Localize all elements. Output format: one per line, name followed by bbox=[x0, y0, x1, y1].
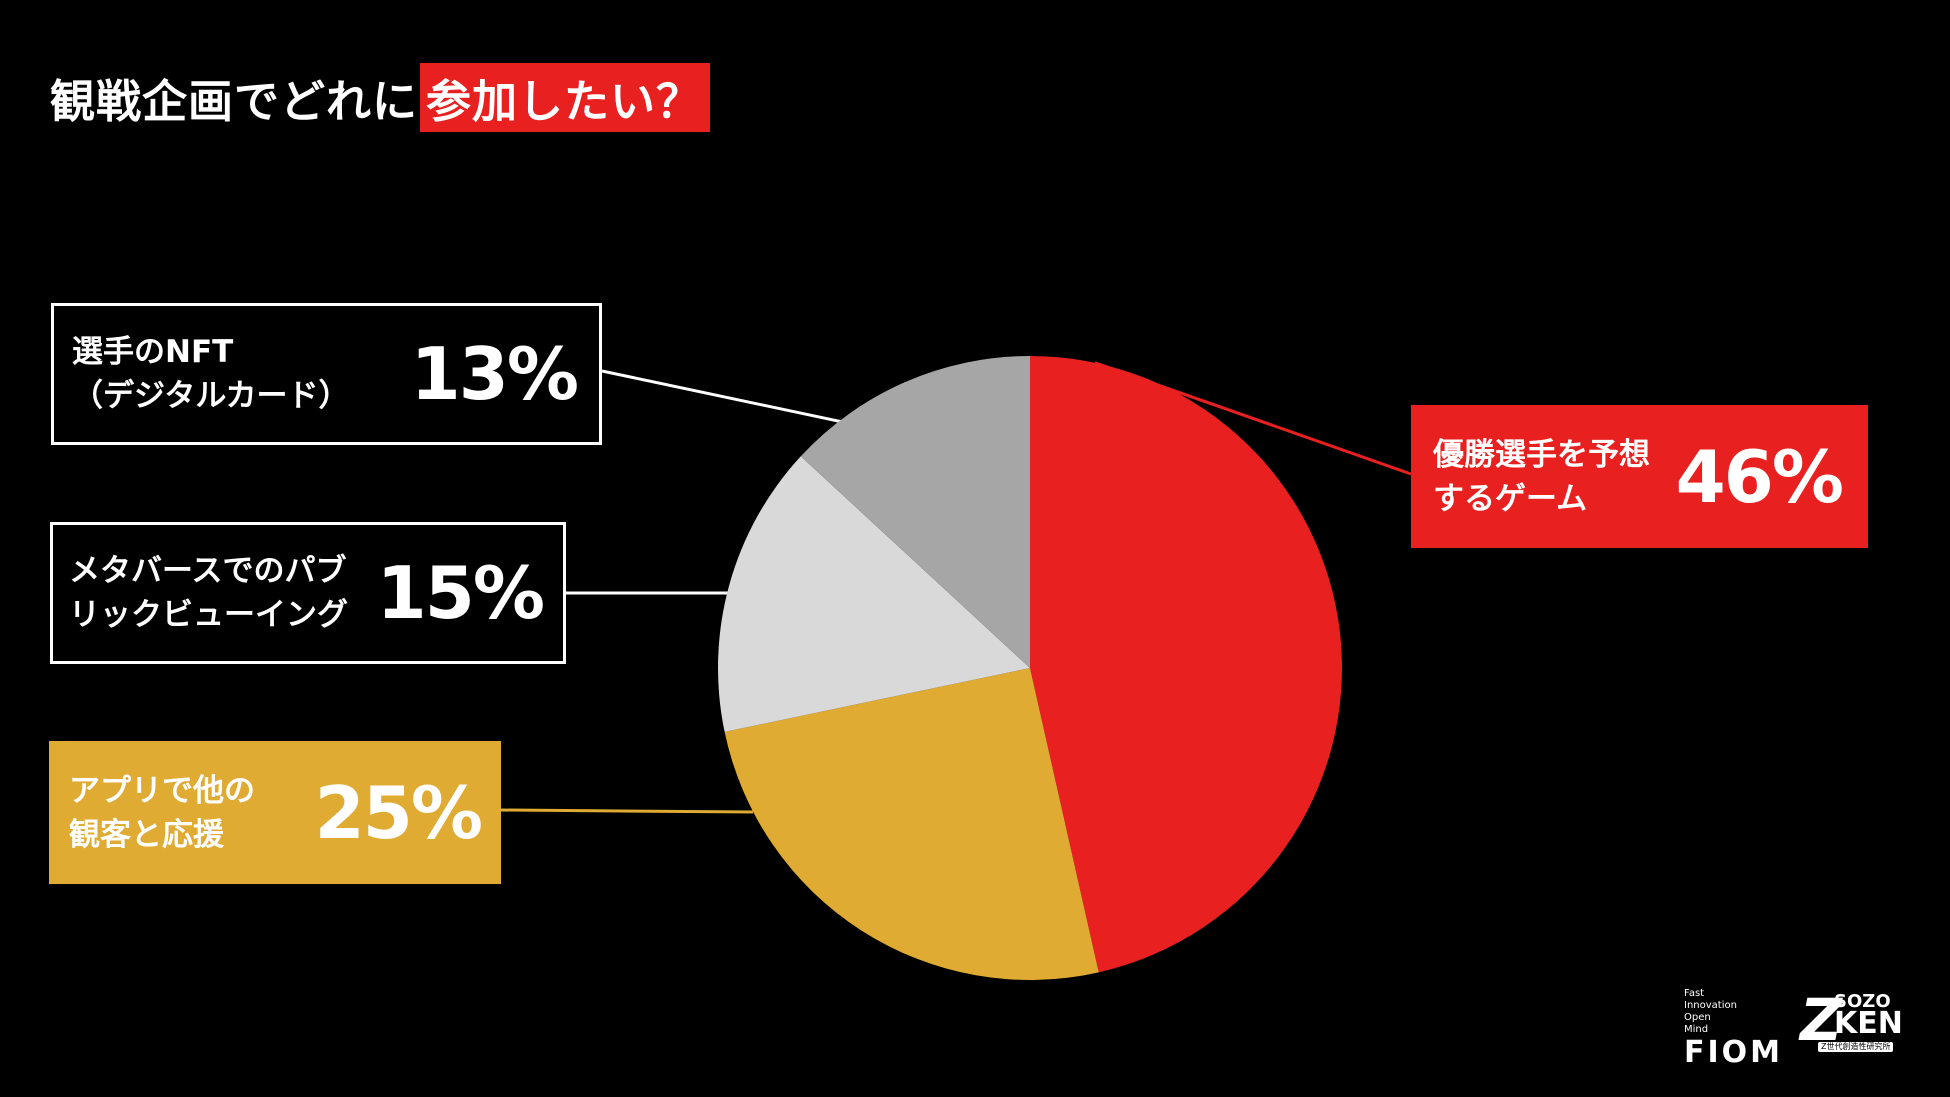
zken-subtitle: Z世代創造性研究所 bbox=[1818, 1042, 1894, 1052]
label-winner: 優勝選手を予想 するゲーム 46% bbox=[1411, 405, 1868, 548]
label-app: アプリで他の 観客と応援 25% bbox=[49, 741, 501, 884]
label-winner-desc: 優勝選手を予想 するゲーム bbox=[1433, 436, 1650, 517]
label-app-pct: 25% bbox=[314, 770, 483, 855]
label-winner-pct: 46% bbox=[1675, 434, 1844, 519]
label-metaverse-pct: 15% bbox=[376, 551, 545, 635]
title-highlight: 参加したい？ bbox=[420, 62, 711, 132]
fiom-line-3: Open bbox=[1684, 1012, 1711, 1023]
fiom-name: FIOM bbox=[1684, 1035, 1784, 1070]
leader-line-app bbox=[500, 808, 754, 814]
fiom-line-4: Mind bbox=[1684, 1024, 1709, 1035]
fiom-logo: Fast Innovation Open Mind FIOM bbox=[1684, 988, 1784, 1068]
label-nft-pct: 13% bbox=[410, 332, 579, 416]
zken-logo: Z SOZO KEN Z世代創造性研究所 bbox=[1800, 986, 1903, 1058]
fiom-line-2: Innovation bbox=[1684, 1000, 1737, 1011]
label-metaverse: メタバースでのパブ リックビューイング 15% bbox=[50, 522, 566, 664]
pie-slice-1 bbox=[724, 668, 1099, 981]
pie-slice-2 bbox=[718, 456, 1030, 732]
fiom-line-1: Fast bbox=[1684, 988, 1705, 999]
label-nft: 選手のNFT （デジタルカード） 13% bbox=[51, 303, 602, 445]
label-metaverse-desc: メタバースでのパブ リックビューイング bbox=[69, 553, 348, 633]
label-nft-desc: 選手のNFT （デジタルカード） bbox=[72, 334, 350, 414]
page-title: 観戦企画でどれに 参加したい？ bbox=[50, 62, 711, 132]
pie-slice-0 bbox=[1030, 356, 1343, 973]
zken-sozo: SOZO bbox=[1834, 991, 1891, 1012]
zken-z: Z bbox=[1800, 986, 1843, 1054]
title-plain: 観戦企画でどれに bbox=[50, 74, 419, 128]
zken-ken: KEN bbox=[1834, 1006, 1903, 1041]
pie-slice-3 bbox=[800, 356, 1030, 668]
label-app-desc: アプリで他の 観客と応援 bbox=[69, 772, 255, 853]
pie-slices bbox=[718, 356, 1343, 981]
